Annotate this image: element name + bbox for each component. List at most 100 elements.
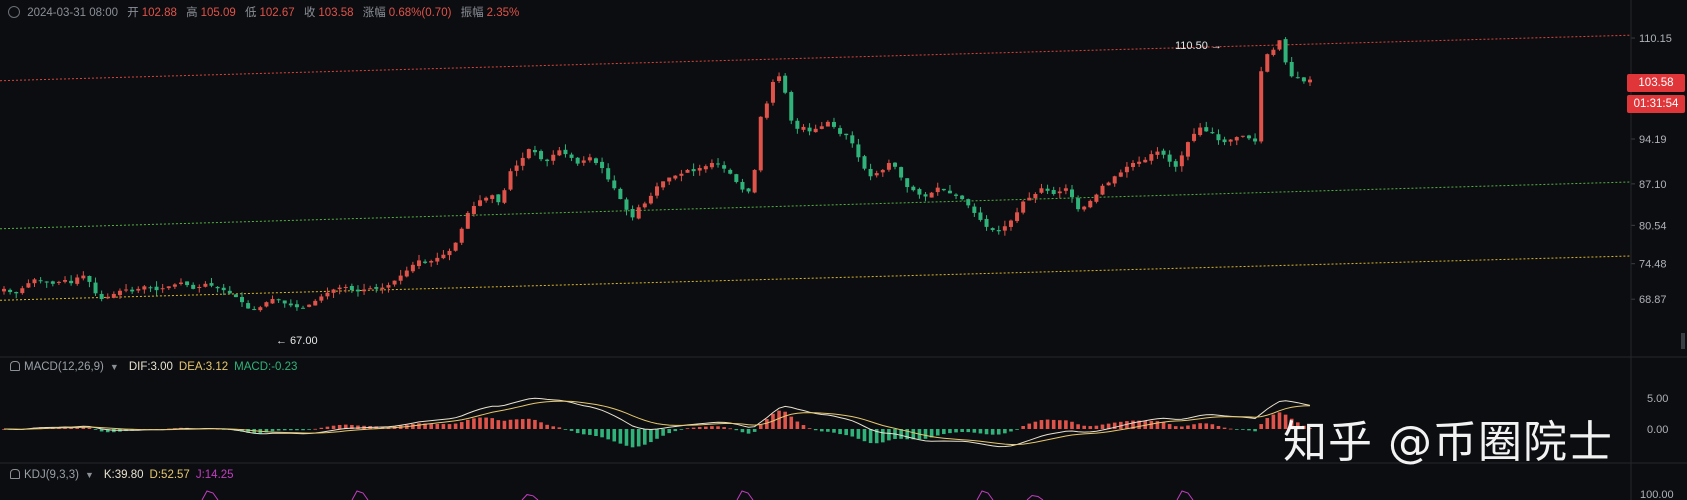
macd-bar xyxy=(508,419,513,429)
macd-bar xyxy=(978,429,983,434)
close-value: 103.58 xyxy=(318,7,354,19)
macd-bar xyxy=(691,427,696,429)
price-axis: 110.15 94.19 87.10 80.54 74.48 68.87 xyxy=(1631,33,1672,306)
macd-bar xyxy=(868,429,873,444)
open-label: 开 xyxy=(127,7,139,19)
macd-bar xyxy=(856,429,861,439)
candle xyxy=(667,177,672,185)
macd-bar xyxy=(838,429,842,435)
candle xyxy=(404,266,409,278)
candle xyxy=(423,259,428,264)
candle xyxy=(1027,192,1032,201)
pane-resize-handle[interactable] xyxy=(1681,333,1685,349)
candle xyxy=(850,131,855,148)
price-tick-label: 68.87 xyxy=(1639,294,1667,306)
candle xyxy=(612,175,617,191)
candle xyxy=(459,227,464,246)
macd-bar xyxy=(423,423,427,429)
candle xyxy=(410,261,415,274)
candle xyxy=(2,286,6,295)
candle xyxy=(124,284,129,293)
candle xyxy=(557,146,562,157)
candle xyxy=(893,162,898,170)
macd-bar xyxy=(478,417,482,429)
bell-icon[interactable] xyxy=(10,469,20,479)
macd-bar xyxy=(252,429,257,434)
candle xyxy=(56,280,61,286)
candle xyxy=(831,117,836,129)
high-value: 105.09 xyxy=(200,7,236,19)
macd-bar xyxy=(716,426,720,429)
candle xyxy=(575,157,580,166)
macd-bar xyxy=(350,424,354,429)
kdj-k: K:39.80 xyxy=(103,469,144,481)
macd-bar xyxy=(246,429,250,433)
j-line-segment xyxy=(1026,494,1044,500)
candle xyxy=(514,160,519,177)
candle xyxy=(1265,53,1270,73)
candle xyxy=(819,121,824,130)
candle xyxy=(1118,169,1123,178)
candle xyxy=(539,149,544,162)
macd-bar xyxy=(923,429,928,439)
open-value: 102.88 xyxy=(141,7,177,19)
candle xyxy=(221,283,226,296)
macd-bar xyxy=(935,429,940,436)
high-marker-label: 110.50 → xyxy=(1175,40,1222,52)
macd-bar xyxy=(618,429,623,444)
kdj-j: J:14.25 xyxy=(195,469,234,481)
candle xyxy=(807,123,812,136)
macd-bar xyxy=(1051,419,1056,429)
macd-bar xyxy=(765,419,769,429)
caret-down-icon[interactable]: ▼ xyxy=(109,362,119,372)
candle xyxy=(1308,76,1312,86)
low-value: 102.67 xyxy=(259,7,295,19)
candle xyxy=(1094,193,1099,204)
candle xyxy=(947,185,952,194)
candle xyxy=(1259,66,1264,144)
candle xyxy=(331,288,336,298)
macd-legend: MACD(12,26,9) ▼ DIF:3.00 DEA:3.12 MACD:-0.23 xyxy=(10,361,297,373)
kdj-pane: 100.00 xyxy=(201,489,1674,500)
macd-bar xyxy=(1106,423,1111,429)
dea-line xyxy=(4,400,1311,445)
macd-bar xyxy=(1155,421,1160,429)
candle xyxy=(587,153,592,163)
candle xyxy=(1057,187,1062,198)
macd-bar xyxy=(1112,422,1117,429)
kdj-name: KDJ(9,3,3) xyxy=(24,469,79,481)
macd-bar xyxy=(588,429,592,435)
candle xyxy=(1088,199,1093,209)
macd-bar xyxy=(270,429,275,432)
candle xyxy=(8,288,13,295)
macd-bar xyxy=(795,421,800,429)
macd-bar xyxy=(826,429,830,432)
macd-bar xyxy=(1009,429,1013,432)
macd-bar xyxy=(1088,426,1093,429)
header-datetime: 2024-03-31 08:00 xyxy=(27,7,119,19)
macd-bar xyxy=(1094,425,1099,429)
macd-bar xyxy=(1173,426,1178,429)
candle xyxy=(313,299,318,306)
macd-hist: MACD:-0.23 xyxy=(234,361,298,373)
macd-bar xyxy=(1039,420,1044,429)
bell-icon[interactable] xyxy=(10,361,20,371)
collapse-icon[interactable] xyxy=(8,6,20,18)
candle xyxy=(563,144,568,158)
candle xyxy=(1228,139,1233,146)
candle xyxy=(148,285,153,292)
macd-bar xyxy=(313,428,318,430)
candle xyxy=(20,285,25,295)
candle xyxy=(1039,183,1044,194)
macd-bar xyxy=(264,429,269,433)
candle xyxy=(294,300,299,311)
caret-down-icon[interactable]: ▼ xyxy=(84,470,94,480)
candle xyxy=(429,259,434,267)
j-line-segment xyxy=(976,490,994,500)
candle xyxy=(337,284,342,295)
candle xyxy=(502,188,507,205)
candle xyxy=(270,295,275,304)
macd-bar xyxy=(801,425,806,429)
candle xyxy=(75,274,80,286)
macd-bar xyxy=(746,429,751,434)
